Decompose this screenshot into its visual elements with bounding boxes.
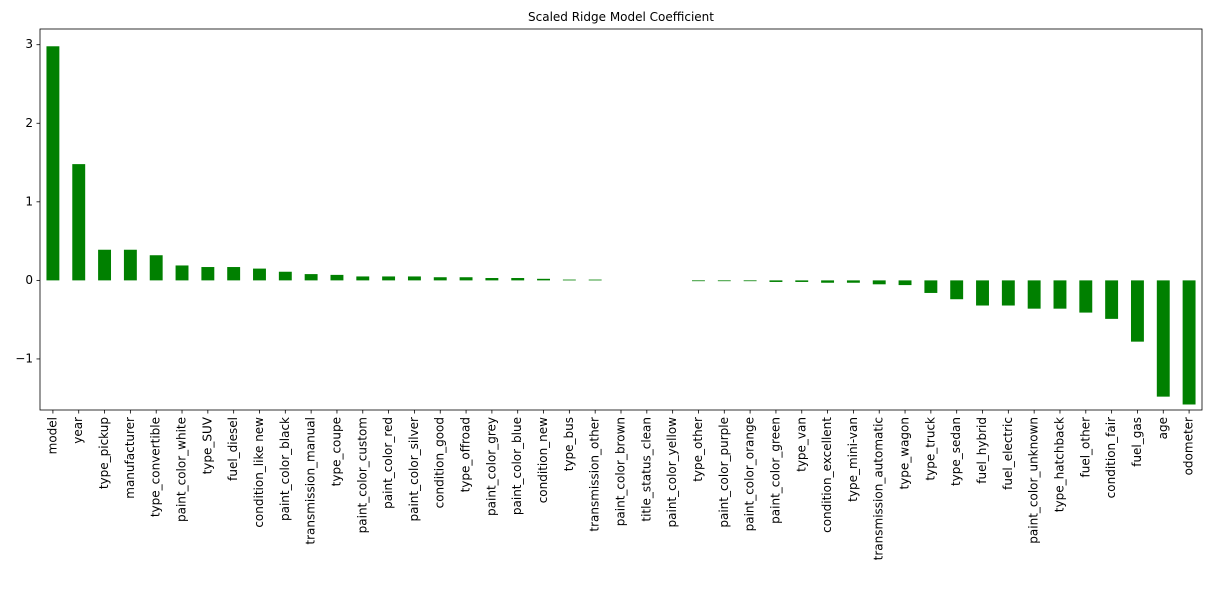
x-tick-label: condition_good bbox=[433, 417, 447, 508]
bar-condition-excellent bbox=[821, 280, 835, 283]
bar-condition-good bbox=[433, 277, 447, 281]
y-axis: 3 2 1 0 −1 bbox=[15, 37, 40, 365]
x-tick-label: transmission_manual bbox=[304, 417, 318, 545]
x-tick-label: fuel_gas bbox=[1130, 417, 1144, 467]
x-tick-label: type_van bbox=[794, 417, 808, 472]
x-tick-label: type_sedan bbox=[949, 417, 963, 486]
x-tick-label: type_pickup bbox=[97, 417, 111, 489]
x-tick-label: type_other bbox=[691, 417, 705, 482]
bar-transmission-manual bbox=[304, 274, 318, 281]
x-tick-label: paint_color_black bbox=[278, 417, 292, 521]
bar-paint-color-black bbox=[278, 271, 292, 281]
bar-type-bus bbox=[562, 279, 576, 281]
x-tick-label: paint_color_green bbox=[768, 417, 782, 524]
bar-age bbox=[1156, 280, 1170, 397]
x-tick-label: type_SUV bbox=[200, 416, 214, 474]
x-tick-label: paint_color_unknown bbox=[1027, 417, 1041, 544]
bar-odometer bbox=[1182, 280, 1196, 405]
x-tick-label: transmission_automatic bbox=[872, 417, 886, 560]
bar-model bbox=[46, 46, 60, 281]
y-tick-label: 3 bbox=[25, 37, 33, 51]
x-tick-label: condition_fair bbox=[1104, 417, 1118, 498]
bar-condition-fair bbox=[1105, 280, 1119, 319]
x-axis: model year type_pickup manufacturer type_con… bbox=[45, 410, 1196, 560]
x-tick-label: paint_color_orange bbox=[743, 417, 757, 531]
x-tick-label: fuel_diesel bbox=[226, 417, 240, 481]
bar-type-sedan bbox=[950, 280, 964, 300]
bar-year bbox=[72, 164, 86, 281]
bar-type-pickup bbox=[98, 249, 112, 281]
bar-type-convertible bbox=[149, 255, 163, 281]
x-tick-label: type_coupe bbox=[329, 417, 343, 486]
bar-fuel-diesel bbox=[227, 267, 241, 281]
bar-condition-new bbox=[537, 278, 550, 281]
x-tick-label: type_convertible bbox=[149, 417, 163, 517]
bar-type-offroad bbox=[459, 277, 473, 281]
x-tick-label: condition_like new bbox=[252, 417, 266, 528]
bar-type-wagon bbox=[898, 280, 912, 286]
y-tick-label: −1 bbox=[15, 351, 33, 365]
x-tick-label: type_bus bbox=[562, 417, 576, 471]
chart-title: Scaled Ridge Model Coefficient bbox=[528, 10, 714, 24]
bar-fuel-hybrid bbox=[976, 280, 989, 306]
bar-condition-like-new bbox=[253, 268, 266, 281]
bar-transmission-other bbox=[588, 279, 602, 281]
x-tick-label: type_hatchback bbox=[1052, 417, 1066, 512]
y-tick-label: 2 bbox=[25, 116, 33, 130]
bars-group bbox=[46, 46, 1196, 405]
bar-type-van bbox=[795, 280, 809, 282]
bar-type-truck bbox=[924, 280, 938, 293]
x-tick-label: paint_color_silver bbox=[407, 417, 421, 522]
bar-transmission-automatic bbox=[872, 280, 886, 285]
x-tick-label: paint_color_blue bbox=[510, 417, 524, 515]
bar-type-hatchback bbox=[1053, 280, 1067, 309]
x-tick-label: paint_color_custom bbox=[355, 417, 369, 533]
bar-type-suv bbox=[201, 267, 215, 281]
x-tick-label: type_offroad bbox=[459, 417, 473, 492]
bar-paint-color-orange bbox=[743, 280, 757, 282]
x-tick-label: fuel_electric bbox=[1001, 417, 1015, 490]
bar-type-coupe bbox=[330, 274, 344, 281]
x-tick-label: paint_color_yellow bbox=[665, 417, 679, 528]
x-tick-label: age bbox=[1156, 417, 1170, 439]
bar-fuel-gas bbox=[1130, 280, 1144, 342]
x-tick-label: transmission_other bbox=[588, 417, 602, 532]
bar-paint-color-white bbox=[175, 265, 189, 281]
x-tick-label: type_wagon bbox=[898, 417, 912, 490]
x-tick-label: year bbox=[71, 417, 85, 444]
bar-paint-color-purple bbox=[717, 280, 731, 282]
x-tick-label: type_mini-van bbox=[846, 417, 860, 502]
y-tick-label: 1 bbox=[25, 194, 33, 208]
x-tick-label: paint_color_grey bbox=[484, 417, 498, 516]
x-tick-label: model bbox=[45, 417, 59, 454]
x-tick-label: odometer bbox=[1182, 417, 1196, 475]
bar-fuel-other bbox=[1079, 280, 1093, 313]
bar-fuel-electric bbox=[1001, 280, 1015, 306]
bar-type-other bbox=[692, 280, 705, 282]
bar-paint-color-green bbox=[769, 280, 783, 282]
x-tick-label: paint_color_white bbox=[175, 417, 189, 522]
bar-type-mini-van bbox=[846, 280, 860, 283]
x-tick-label: fuel_other bbox=[1078, 417, 1092, 478]
bar-paint-color-grey bbox=[485, 278, 499, 281]
x-tick-label: fuel_hybrid bbox=[975, 417, 989, 484]
x-tick-label: manufacturer bbox=[123, 417, 137, 499]
x-tick-label: condition_new bbox=[536, 417, 550, 503]
bar-paint-color-red bbox=[382, 276, 396, 281]
x-tick-label: paint_color_red bbox=[381, 417, 395, 509]
bar-paint-color-silver bbox=[407, 276, 421, 281]
bar-paint-color-blue bbox=[511, 278, 525, 281]
x-tick-label: title_status_clean bbox=[639, 417, 653, 522]
y-tick-label: 0 bbox=[25, 273, 33, 287]
plot-frame bbox=[39, 28, 1203, 411]
bar-paint-color-custom bbox=[356, 276, 370, 281]
x-tick-label: paint_color_brown bbox=[614, 417, 628, 526]
x-tick-label: paint_color_purple bbox=[717, 417, 731, 528]
x-tick-label: type_truck bbox=[923, 417, 937, 481]
x-tick-label: condition_excellent bbox=[820, 417, 834, 533]
bar-paint-color-unknown bbox=[1027, 280, 1041, 309]
bar-manufacturer bbox=[123, 249, 137, 281]
